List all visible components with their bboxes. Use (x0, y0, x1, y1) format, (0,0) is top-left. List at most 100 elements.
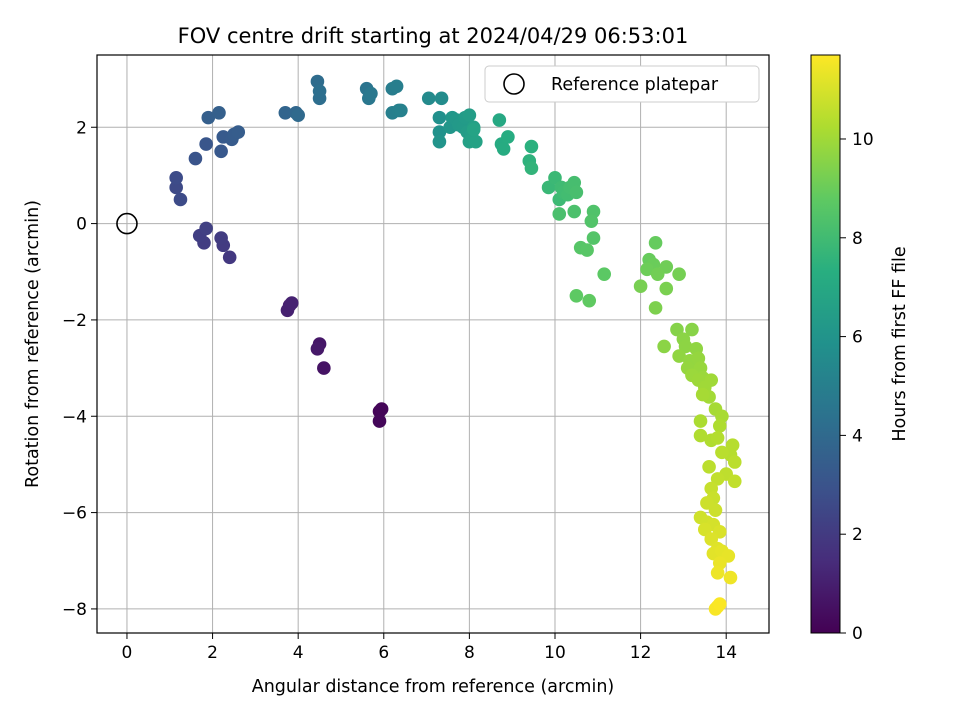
data-point (199, 221, 213, 236)
y-tick-label: 2 (76, 118, 87, 138)
y-tick-label: −8 (62, 600, 87, 620)
data-point (524, 139, 539, 154)
data-point (597, 267, 612, 281)
data-point (693, 414, 708, 428)
data-point (704, 532, 719, 546)
data-point (492, 113, 507, 127)
legend-marker (503, 73, 525, 95)
colorbar-label: Hours from first FF file (890, 246, 910, 441)
data-point (648, 301, 663, 315)
data-point (199, 137, 213, 151)
x-tick-label: 14 (715, 643, 737, 663)
data-point (284, 296, 299, 310)
data-point (580, 243, 594, 257)
x-tick-label: 12 (630, 643, 652, 663)
colorbar-tick-label: 6 (852, 328, 863, 348)
x-tick-label: 6 (378, 643, 389, 663)
data-point (582, 293, 597, 308)
data-point (586, 231, 601, 245)
data-point (685, 322, 699, 337)
reference-point-marker (116, 212, 138, 235)
data-point (432, 110, 447, 125)
data-point (710, 431, 725, 445)
y-axis: −8 −6 −4 −2 0 2 (62, 118, 97, 620)
data-point (310, 342, 325, 356)
grid-lines (97, 55, 769, 633)
data-point (710, 565, 725, 580)
data-point (727, 474, 742, 489)
data-point (702, 460, 716, 474)
data-point (710, 472, 725, 486)
data-point (432, 134, 447, 149)
data-point (633, 279, 648, 294)
data-point (712, 597, 727, 611)
data-point (201, 110, 216, 125)
y-tick-label: 0 (76, 215, 87, 235)
data-point (569, 289, 584, 303)
data-point (169, 171, 183, 185)
data-point (584, 214, 599, 228)
data-point (657, 339, 671, 354)
legend-box (484, 65, 760, 103)
legend: Reference platepar (484, 65, 760, 103)
data-point (421, 91, 436, 106)
y-tick-label: −4 (62, 407, 87, 427)
data-point (695, 387, 710, 402)
data-point (212, 106, 226, 120)
chart-title: FOV centre drift starting at 2024/04/29 … (178, 24, 689, 48)
colorbar-gradient (810, 54, 841, 634)
data-point (501, 130, 515, 144)
data-point (173, 192, 188, 207)
data-point (394, 103, 408, 118)
colorbar-tick-label: 2 (852, 525, 863, 545)
data-point (466, 122, 481, 137)
x-axis-label: Angular distance from reference (arcmin) (252, 677, 615, 697)
data-point (697, 522, 712, 537)
data-point (496, 142, 511, 156)
data-point (548, 171, 562, 185)
data-point (317, 361, 331, 375)
y-axis-label: Rotation from reference (arcmin) (23, 200, 43, 488)
data-point (524, 161, 539, 175)
data-point (659, 281, 674, 296)
data-point (640, 262, 654, 277)
x-tick-label: 0 (122, 643, 133, 663)
data-point (434, 91, 449, 106)
colorbar-tick-label: 0 (852, 624, 863, 644)
data-point (374, 402, 389, 416)
data-point (231, 125, 246, 139)
data-point (678, 339, 693, 354)
colorbar: 0 2 4 6 8 10 Hours from first FF file (810, 54, 910, 644)
data-point (462, 108, 477, 123)
data-point (432, 125, 447, 139)
data-point (169, 180, 183, 195)
data-point (712, 419, 727, 433)
data-point (567, 204, 582, 219)
x-tick-label: 4 (293, 643, 304, 663)
x-axis: 0 2 4 6 8 10 12 14 (122, 633, 737, 663)
data-point (670, 322, 684, 337)
data-point (214, 231, 228, 245)
data-point (727, 455, 742, 469)
data-point (693, 428, 708, 443)
data-point (222, 250, 237, 265)
x-tick-label: 10 (544, 643, 566, 663)
data-point (312, 84, 327, 98)
data-point (372, 414, 387, 428)
y-tick-label: −6 (62, 504, 87, 524)
data-point (672, 267, 686, 281)
data-point (541, 180, 556, 195)
data-point (723, 570, 738, 585)
data-point (278, 106, 293, 120)
colorbar-tick-label: 8 (852, 229, 863, 249)
colorbar-ticks: 0 2 4 6 8 10 (840, 130, 874, 644)
data-point (648, 236, 663, 250)
data-point (715, 445, 729, 460)
data-point (569, 185, 584, 200)
colorbar-tick-label: 4 (852, 426, 863, 446)
data-point (672, 349, 686, 363)
data-point (469, 134, 483, 149)
y-tick-label: −2 (62, 311, 87, 331)
data-point (364, 86, 378, 101)
